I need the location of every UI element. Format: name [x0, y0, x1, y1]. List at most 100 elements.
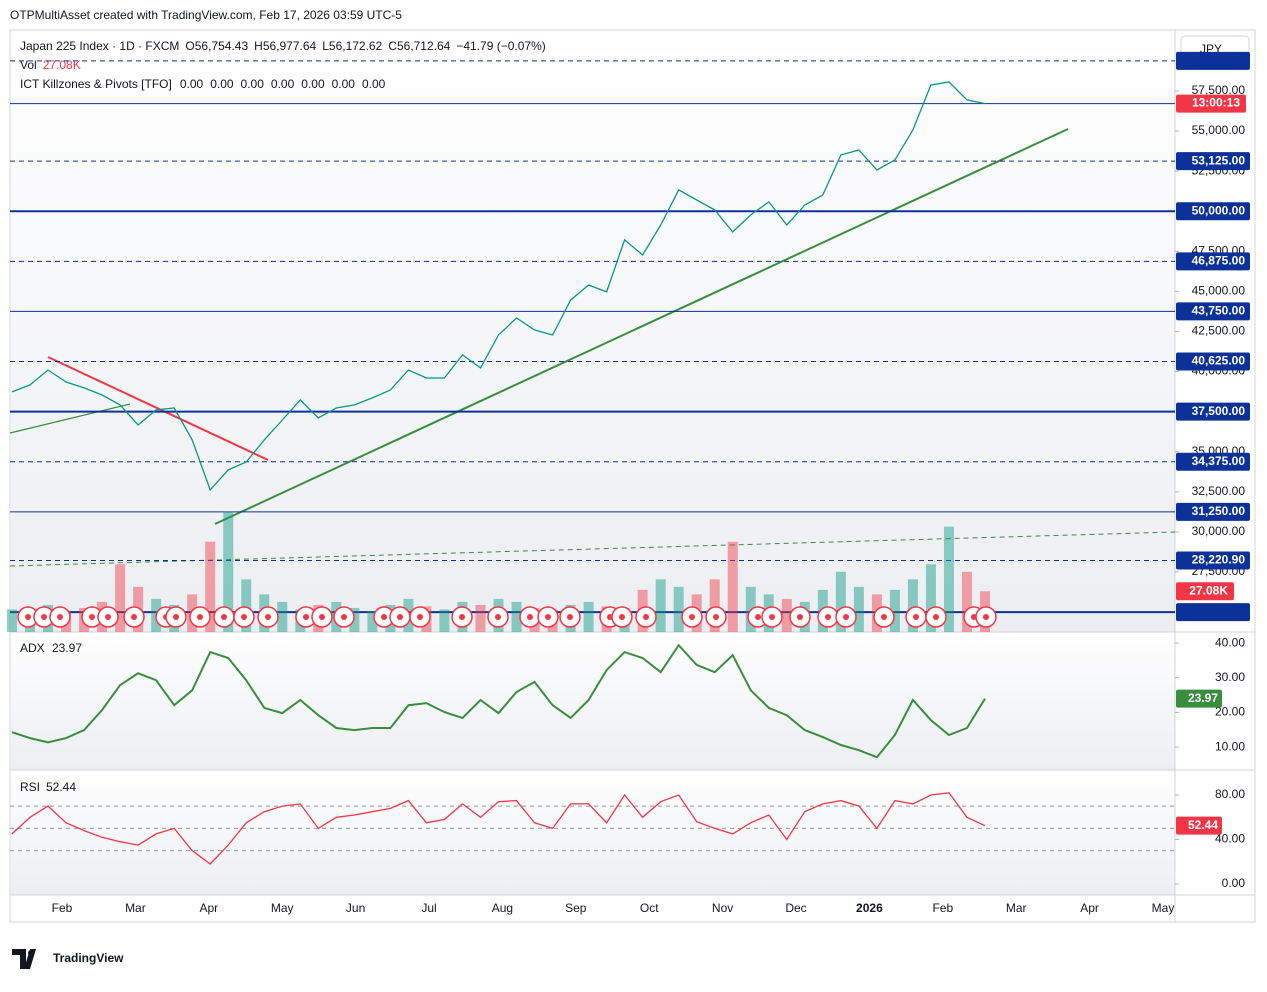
volume-bar [835, 571, 846, 632]
volume-bar [277, 601, 288, 632]
ohlc-value: 56,712.64 [397, 39, 451, 53]
volume-bar [925, 564, 936, 632]
killzone-dot [197, 614, 203, 620]
x-tick-label: Aug [492, 901, 513, 915]
series-line [11, 643, 986, 759]
volume-bar [349, 607, 360, 632]
adx-pane [11, 633, 1175, 770]
pivot-label-box [1176, 402, 1250, 421]
volume-label-box [1176, 582, 1234, 601]
killzone-dot [303, 614, 309, 620]
killzone-dot [619, 614, 625, 620]
volume-bar [943, 526, 954, 632]
pivot-label-box [1176, 202, 1250, 221]
killzone-dot [755, 614, 761, 620]
logo: TradingView [12, 949, 124, 969]
killzone-dot [417, 614, 423, 620]
y-tick-label: 45,000.00 [1192, 284, 1246, 298]
rsi-name: RSI [20, 780, 40, 794]
killzone-dot [459, 614, 465, 620]
killzone-dot [397, 614, 403, 620]
volume-bar [853, 586, 864, 632]
x-tick-label: Feb [52, 901, 73, 915]
pivot-label: 46,875.00 [1192, 253, 1246, 267]
ohlc-key: L [322, 39, 329, 53]
volume-bar [205, 541, 216, 632]
adx-label-box [1176, 689, 1222, 708]
x-tick-label: Mar [125, 901, 146, 915]
indicator-value: 0.00 [301, 77, 325, 91]
logo-dot [28, 950, 34, 956]
x-tick-label: Feb [932, 901, 953, 915]
killzone-dot [131, 614, 137, 620]
y-tick-label: 0.00 [1222, 876, 1246, 890]
rsi-label: 52.44 [1188, 818, 1218, 832]
price-pane [11, 31, 1175, 632]
indicator-value: 0.00 [180, 77, 204, 91]
x-tick-label: Apr [1080, 901, 1099, 915]
y-tick-label: 42,500.00 [1192, 324, 1246, 338]
killzone-dot [643, 614, 649, 620]
pivot-label: 50,000.00 [1192, 203, 1246, 217]
x-tick-label: Mar [1006, 901, 1027, 915]
killzone-dot [341, 614, 347, 620]
volume-bar [655, 579, 666, 632]
killzone-dot [319, 614, 325, 620]
volume-bar [7, 609, 17, 632]
volume-bar [367, 610, 378, 632]
ohlc-key: C [388, 39, 397, 53]
volume-bar [223, 511, 234, 632]
pivot-label-box [1176, 252, 1250, 271]
countdown-box [1176, 94, 1246, 113]
pivot-label-box [1176, 352, 1250, 371]
x-tick-label: Jul [421, 901, 436, 915]
pivot-label: 40,625.00 [1192, 354, 1246, 368]
pivot-label-box [1176, 452, 1250, 471]
pivot-label-box [1176, 302, 1250, 321]
y-tick-label: 10.00 [1215, 739, 1245, 753]
y-tick-label: 20.00 [1215, 705, 1245, 719]
logo-text: TradingView [53, 951, 124, 965]
killzone-dot [713, 614, 719, 620]
killzone-dot [913, 614, 919, 620]
volume-bar [673, 586, 684, 632]
x-tick-label: 2026 [856, 901, 883, 915]
vol-value: 27.08K [43, 58, 81, 72]
killzone-dot [241, 614, 247, 620]
killzone-dot [265, 614, 271, 620]
x-tick-label: Jun [346, 901, 365, 915]
y-tick-label: 32,500.00 [1192, 484, 1246, 498]
legend: Japan 225 Index · 1D · FXCM Vol 27.08K IC… [20, 39, 546, 91]
y-tick-label: 30.00 [1215, 670, 1245, 684]
killzone-dot [381, 614, 387, 620]
pivot-label-box [1176, 51, 1250, 70]
volume-bar [439, 609, 450, 632]
killzone-dot [881, 614, 887, 620]
attribution: OTPMultiAsset created with TradingView.c… [10, 8, 402, 22]
pivot-label-box [1176, 152, 1250, 171]
rsi-pane [11, 771, 1175, 895]
pivot-label: 34,375.00 [1192, 454, 1246, 468]
trendline [47, 356, 269, 461]
killzone-dot [843, 614, 849, 620]
adx-name: ADX [20, 641, 45, 655]
ohlc-key: O [185, 39, 194, 53]
killzone-dot [89, 614, 95, 620]
trendline [9, 403, 131, 434]
killzone-dot [25, 614, 31, 620]
y-tick-label: 40.00 [1215, 832, 1245, 846]
volume-bar [889, 589, 900, 632]
pivot-label-box [1176, 603, 1250, 622]
y-tick-label: 55,000.00 [1192, 123, 1246, 137]
killzone-dot [41, 614, 47, 620]
killzone-dot [221, 614, 227, 620]
volume-bar [709, 579, 720, 632]
series-line [11, 792, 986, 865]
volume-bar [961, 571, 972, 632]
series-line [11, 81, 986, 492]
pivot-label-box [1176, 502, 1250, 521]
adx-label: 23.97 [1188, 691, 1218, 705]
pivot-label: 53,125.00 [1192, 153, 1246, 167]
volume-bar [511, 601, 522, 632]
y-tick-label: 57,500.00 [1192, 83, 1246, 97]
